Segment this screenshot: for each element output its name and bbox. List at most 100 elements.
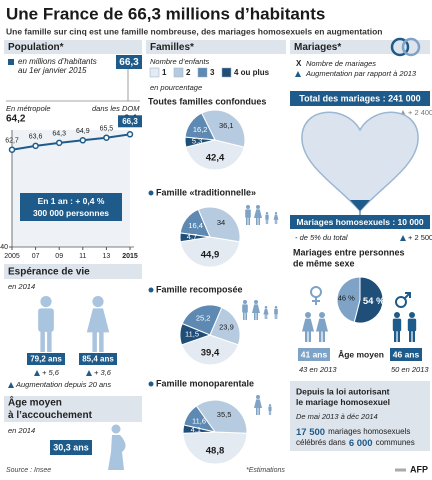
person-icon	[397, 330, 400, 342]
person-icon	[246, 205, 250, 209]
label: Source : Insee	[6, 467, 51, 474]
person-icon	[258, 217, 260, 225]
value-label: 4,7	[187, 232, 197, 241]
section-heading: Mariages*	[294, 42, 341, 53]
pie-slice	[195, 399, 248, 434]
person-icon	[392, 318, 402, 332]
legend-label: 4 ou plus	[234, 68, 270, 77]
label: + 3,6	[94, 368, 112, 377]
person-icon	[256, 217, 258, 225]
person-icon	[245, 209, 251, 218]
person-icon	[268, 410, 270, 415]
person-icon	[245, 312, 247, 320]
person-icon	[246, 217, 248, 225]
person-icon	[322, 330, 325, 342]
pie-slice	[209, 306, 241, 346]
text-line: célébrés dans 6 000 communes	[296, 438, 415, 449]
person-icon	[266, 314, 268, 319]
badge	[116, 55, 142, 69]
person-icon	[268, 404, 272, 407]
label: Nombre d’enfants	[150, 57, 209, 66]
x-tick-label: 2015	[122, 253, 138, 260]
text-line: 17 500 mariages homosexuels	[296, 427, 410, 438]
label: 300 000 personnes	[33, 208, 109, 218]
person-icon	[254, 209, 262, 218]
plot-background	[12, 130, 130, 247]
person-icon	[111, 424, 121, 434]
title: Une France de 66,3 millions d’habitants	[6, 4, 325, 23]
person-icon	[270, 410, 272, 415]
badge	[50, 440, 92, 455]
rings-icon	[390, 37, 410, 57]
label: + 2 500	[408, 233, 432, 242]
label: Nombre de mariages	[306, 59, 376, 68]
label: *Estimations	[246, 467, 285, 474]
value-label: 16,2	[193, 125, 208, 134]
value-label: 25,2	[196, 313, 211, 322]
section-band	[290, 381, 430, 451]
label: le mariage homosexuel	[296, 397, 390, 407]
y-tick-label: 40	[0, 244, 8, 251]
pie-slice	[181, 334, 239, 366]
person-icon	[248, 217, 250, 225]
value-label: 64,9	[76, 128, 90, 135]
value-label: 5,3	[192, 136, 202, 145]
legend-swatch	[149, 67, 160, 78]
label: De mai 2013 à déc 2014	[296, 412, 378, 421]
chart-title: Famille monoparentale	[156, 378, 254, 388]
label: 85,4 ans	[82, 355, 114, 364]
label: en millions d’habitants	[18, 57, 97, 66]
section-band	[4, 40, 142, 54]
badge	[27, 353, 65, 365]
label: Depuis la loi autorisant	[296, 386, 390, 396]
person-icon	[86, 308, 110, 333]
badge	[79, 353, 117, 365]
label: dans les DOM	[92, 104, 140, 113]
label: 50 en 2013	[391, 365, 429, 374]
subtitle: Une famille sur cinq est une famille nom…	[6, 26, 382, 36]
person-icon	[274, 219, 276, 224]
person-icon	[305, 312, 311, 318]
pie-slice	[353, 276, 384, 324]
section-band	[4, 396, 142, 422]
legend-swatch	[173, 67, 184, 78]
pie-slice	[201, 109, 246, 148]
person-icon	[394, 312, 400, 318]
badge	[118, 115, 142, 128]
note-box	[20, 193, 122, 221]
bullet	[148, 190, 154, 196]
person-icon	[256, 205, 260, 209]
value-label: 39,4	[201, 348, 220, 359]
x-tick-label: 13	[103, 253, 111, 260]
x-tick-label: 2005	[4, 253, 20, 260]
value-label: 36,1	[219, 121, 234, 130]
person-icon	[256, 407, 258, 415]
person-icon	[40, 330, 45, 352]
label: en pourcentage	[150, 83, 202, 92]
person-icon	[264, 306, 268, 309]
person-icon	[256, 312, 258, 320]
label: En 1 an : + 0,4 %	[38, 196, 105, 206]
person-icon	[40, 296, 52, 308]
label: 41 ans	[301, 349, 328, 359]
person-icon	[308, 330, 311, 342]
pie-slice	[179, 232, 211, 243]
label: 30,3 ans	[53, 442, 89, 452]
person-icon	[243, 300, 247, 304]
label: en 2014	[8, 426, 35, 435]
value-label: 63,6	[29, 134, 43, 141]
badge	[298, 348, 330, 361]
point	[8, 146, 16, 153]
pie-slice	[185, 139, 245, 171]
person-icon	[409, 330, 412, 342]
label: au 1er janvier 2015	[18, 66, 87, 75]
person-icon	[267, 219, 269, 224]
value-label: 48,8	[206, 446, 225, 457]
value-label: 66,3	[122, 117, 138, 126]
value-label: 62,7	[5, 138, 19, 145]
legend-label: 3	[210, 68, 215, 77]
value-label: 16,4	[188, 221, 203, 230]
value-label: 65,5	[100, 126, 114, 133]
section-heading: Population*	[8, 42, 64, 53]
